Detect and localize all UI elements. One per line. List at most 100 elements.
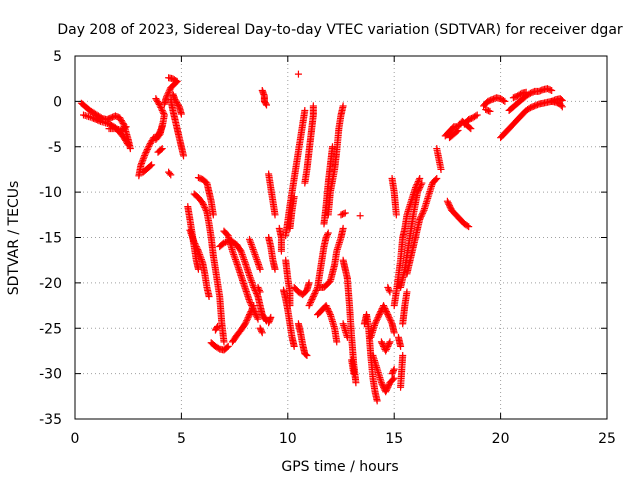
data-point [119, 120, 127, 128]
data-point [305, 302, 313, 310]
data-point [248, 305, 256, 313]
data-point [385, 314, 393, 322]
data-point [390, 374, 398, 382]
data-point [397, 342, 405, 350]
data-point [389, 367, 397, 375]
data-point [374, 314, 382, 322]
data-point [200, 202, 208, 210]
data-point [231, 254, 239, 262]
data-point [416, 175, 424, 183]
data-point [385, 312, 393, 320]
data-point [309, 292, 317, 300]
data-point [307, 297, 315, 305]
data-point [399, 351, 407, 359]
data-point [463, 222, 471, 230]
data-point [256, 288, 264, 296]
data-point [390, 365, 398, 373]
data-point [245, 312, 253, 320]
data-point [180, 152, 188, 160]
data-point [253, 312, 261, 320]
data-point [252, 252, 260, 260]
data-point [308, 296, 316, 304]
data-point [312, 286, 320, 294]
data-point [546, 86, 554, 94]
data-point [323, 303, 331, 311]
data-point [250, 302, 258, 310]
y-tick-label: -15 [39, 231, 62, 247]
chart-title: Day 208 of 2023, Sidereal Day-to-day VTE… [57, 22, 623, 38]
data-point [445, 200, 453, 208]
data-point [324, 230, 332, 238]
data-point [446, 203, 454, 211]
data-point [160, 100, 168, 108]
data-point [198, 257, 206, 265]
data-point [384, 283, 392, 291]
data-point [246, 299, 254, 307]
data-point [522, 88, 530, 96]
data-point [444, 199, 452, 207]
data-point [228, 247, 236, 255]
data-point [453, 127, 461, 135]
data-point [257, 326, 265, 334]
data-point [202, 205, 210, 213]
data-point [122, 123, 130, 131]
data-point [306, 299, 314, 307]
data-point [152, 95, 160, 103]
data-point [248, 306, 256, 314]
data-point [196, 252, 204, 260]
data-point [485, 107, 493, 115]
data-point [187, 230, 195, 238]
data-point [196, 250, 204, 258]
data-point [158, 106, 166, 114]
data-point [290, 342, 298, 350]
data-point [454, 126, 462, 134]
data-point [247, 239, 255, 247]
data-point [159, 108, 167, 116]
data-point [310, 291, 318, 299]
data-point [243, 315, 251, 323]
data-point [419, 209, 427, 217]
data-point [157, 145, 165, 153]
data-point [414, 188, 422, 196]
y-tick-label: 0 [53, 94, 62, 110]
data-point [558, 103, 566, 111]
data-point [242, 318, 250, 326]
data-point [325, 308, 333, 316]
data-point [241, 320, 249, 328]
data-point [301, 106, 309, 114]
data-point [139, 155, 147, 163]
data-point [323, 232, 331, 240]
data-point [389, 375, 397, 383]
data-point [167, 84, 175, 92]
data-point [339, 224, 347, 232]
data-point [243, 317, 251, 325]
data-point [381, 305, 389, 313]
data-point [333, 338, 341, 346]
data-point [380, 303, 388, 311]
data-point [465, 223, 473, 231]
data-point [158, 145, 166, 153]
x-tick-label: 15 [385, 431, 403, 447]
data-point [339, 102, 347, 110]
data-point [230, 250, 238, 258]
data-point [385, 341, 393, 349]
data-point [140, 153, 148, 161]
data-point [416, 182, 424, 190]
data-point [356, 212, 364, 220]
data-point [199, 199, 207, 207]
data-point [145, 142, 153, 150]
data-point [188, 231, 196, 239]
data-point [144, 144, 152, 152]
data-point [383, 344, 391, 352]
data-point [385, 286, 393, 294]
data-point [245, 297, 253, 305]
data-point [240, 256, 248, 264]
data-point [466, 124, 474, 132]
data-point [232, 257, 240, 265]
data-point [177, 110, 185, 118]
data-point [239, 252, 247, 260]
data-point [192, 241, 200, 249]
data-point [141, 152, 149, 160]
data-point [382, 308, 390, 316]
data-point [416, 184, 424, 192]
